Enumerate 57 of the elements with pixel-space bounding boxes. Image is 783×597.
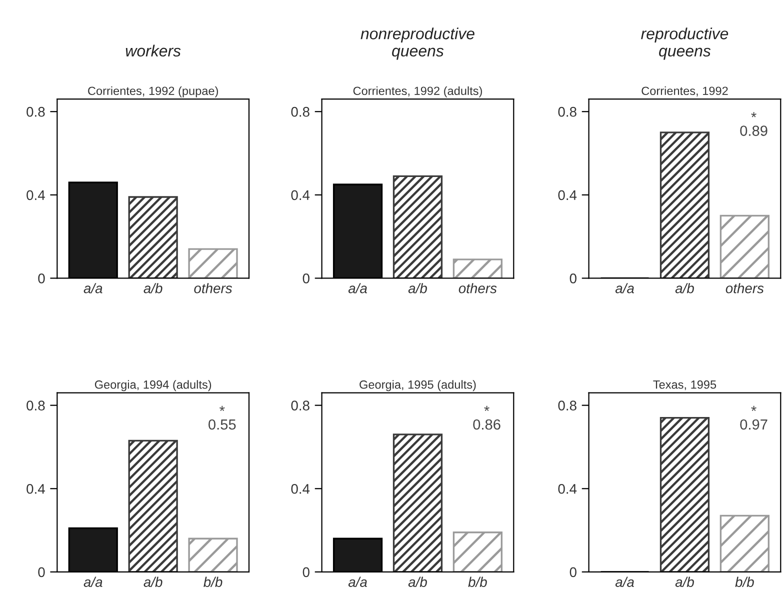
y-tick-label: 0.4: [26, 190, 45, 200]
y-tick-label: 0.8: [26, 106, 45, 117]
y-tick-label: 0: [570, 567, 576, 578]
chart-subtitle: Texas, 1995: [653, 380, 716, 390]
x-tick-label: b/b: [204, 576, 222, 587]
y-tick-label: 0.8: [26, 400, 45, 410]
x-tick-label: a/a: [615, 576, 634, 587]
x-tick-label: a/b: [408, 576, 427, 587]
annotation: * 0.97: [740, 406, 768, 430]
bar: [128, 196, 178, 278]
chart-title: workers: [126, 44, 181, 57]
bar: [188, 538, 238, 572]
bar: [188, 248, 238, 278]
x-tick-label: a/b: [144, 576, 162, 587]
x-tick-label: a/b: [144, 283, 162, 294]
y-tick-label: 0.4: [558, 190, 577, 200]
y-tick-label: 0: [570, 274, 576, 284]
chart-title: nonreproductive queens: [360, 28, 474, 60]
x-tick-label: others: [458, 283, 497, 294]
x-tick-label: b/b: [735, 576, 754, 587]
annotation: * 0.55: [208, 406, 236, 430]
y-tick-label: 0.8: [291, 400, 310, 410]
y-tick-label: 0: [38, 274, 45, 284]
bar: [392, 434, 443, 572]
chart-subtitle: Georgia, 1994 (adults): [94, 380, 212, 392]
annotation: * 0.86: [473, 406, 500, 430]
bar: [392, 175, 443, 278]
bar: [452, 532, 502, 572]
y-tick-label: 0.8: [558, 106, 576, 117]
y-tick-label: 0: [302, 274, 310, 284]
chart-subtitle: Corrientes, 1992 (pupae): [88, 86, 218, 98]
y-tick-label: 0: [302, 567, 310, 578]
y-tick-label: 0: [38, 567, 45, 578]
chart-subtitle: Corrientes, 1992: [642, 86, 728, 96]
y-tick-label: 0.8: [291, 106, 310, 117]
bar: [128, 440, 178, 572]
x-tick-label: a/a: [84, 283, 102, 294]
chart-title: reproductive queens: [641, 28, 728, 60]
y-tick-label: 0.8: [558, 400, 576, 410]
x-tick-label: a/a: [615, 283, 634, 294]
x-tick-label: others: [726, 283, 764, 294]
x-tick-label: a/a: [348, 576, 367, 587]
y-tick-label: 0.4: [26, 484, 45, 494]
annotation: * 0.89: [740, 112, 768, 136]
y-tick-label: 0.4: [291, 190, 310, 200]
x-tick-label: a/a: [348, 283, 367, 294]
chart-subtitle: Georgia, 1995 (adults): [360, 380, 476, 392]
x-tick-label: a/b: [408, 283, 427, 294]
bar: [452, 258, 502, 278]
x-tick-label: a/b: [675, 576, 694, 587]
y-tick-label: 0.4: [558, 484, 577, 494]
chart-subtitle: Corrientes, 1992 (adults): [353, 86, 482, 98]
x-tick-label: a/a: [84, 576, 102, 587]
x-tick-label: others: [194, 283, 232, 294]
y-tick-label: 0.4: [291, 484, 310, 494]
x-tick-label: b/b: [468, 576, 487, 587]
x-tick-label: a/b: [675, 283, 694, 294]
